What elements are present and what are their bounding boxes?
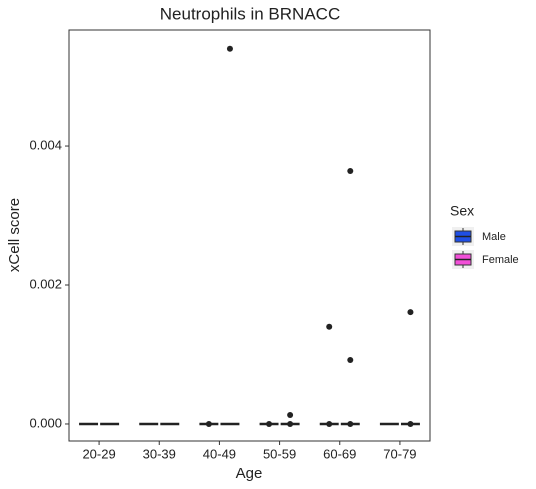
legend-label: Female <box>482 254 519 266</box>
x-tick-label: 30-39 <box>143 446 176 461</box>
plot-panel <box>68 29 431 442</box>
outlier <box>266 420 273 427</box>
outlier <box>347 168 354 175</box>
outlier <box>347 357 354 364</box>
y-tick-label: 0.002 <box>29 276 62 291</box>
x-tick-label: 60-69 <box>323 446 356 461</box>
chart-title: Neutrophils in BRNACC <box>160 4 340 23</box>
x-tick-label: 20-29 <box>82 446 115 461</box>
outlier <box>407 420 414 427</box>
legend-title: Sex <box>450 203 474 219</box>
outlier <box>205 420 212 427</box>
outlier <box>287 420 294 427</box>
legend-label: Male <box>482 231 506 243</box>
y-tick-label: 0.000 <box>29 415 62 430</box>
outlier <box>226 45 233 52</box>
x-axis-label: Age <box>236 465 263 482</box>
y-axis-label: xCell score <box>6 198 23 272</box>
x-tick-label: 40-49 <box>203 446 236 461</box>
y-tick-label: 0.004 <box>29 137 62 152</box>
outlier <box>287 411 294 418</box>
x-tick-label: 70-79 <box>383 446 416 461</box>
outlier <box>326 420 333 427</box>
outlier <box>407 309 414 316</box>
outlier <box>326 323 333 330</box>
outlier <box>347 420 354 427</box>
x-tick-label: 50-59 <box>263 446 296 461</box>
